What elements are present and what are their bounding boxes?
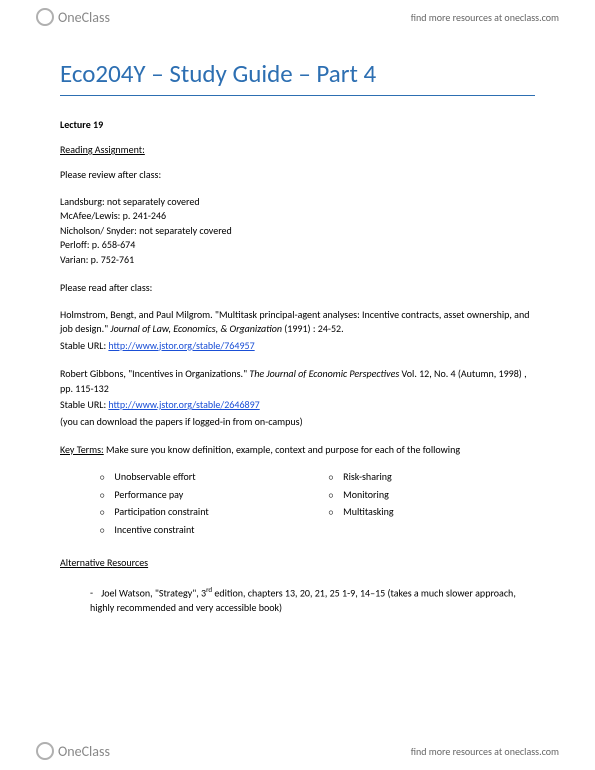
ref2-note: (you can download the papers if logged-i…	[60, 415, 535, 430]
alt-resource-item: -Joel Watson, "Strategy", 3rd edition, c…	[90, 585, 535, 615]
lecture-label: Lecture 19	[60, 118, 535, 131]
stable-url-label: Stable URL:	[60, 398, 108, 411]
keyterm-item: Multitasking	[329, 503, 394, 521]
logo-icon	[36, 742, 54, 760]
read-after-intro: Please read after class:	[60, 281, 535, 296]
footer-tagline: find more resources at oneclass.com	[411, 745, 559, 758]
keyterm-item: Incentive constraint	[100, 521, 209, 539]
logo-bottom: OneClass	[36, 742, 110, 760]
alt-item-a: Joel Watson, "Strategy", 3	[101, 586, 206, 599]
page-footer: OneClass find more resources at oneclass…	[0, 736, 595, 770]
keyterm-item: Unobservable effort	[100, 468, 209, 486]
stable-url-label: Stable URL:	[60, 339, 108, 352]
reference-2: Robert Gibbons, "Incentives in Organizat…	[60, 367, 535, 429]
keyterms-heading: Key Terms: Make sure you know definition…	[60, 443, 535, 456]
keyterm-item: Risk-sharing	[329, 468, 394, 486]
keyterm-item: Performance pay	[100, 486, 209, 504]
ref1-journal: Journal of Law, Economics, & Organizatio…	[110, 322, 282, 335]
alt-resources-list: -Joel Watson, "Strategy", 3rd edition, c…	[60, 585, 535, 615]
keyterm-item: Participation constraint	[100, 503, 209, 521]
logo-text: OneClass	[58, 9, 110, 26]
ref2-link[interactable]: http://www.jstor.org/stable/2646897	[108, 398, 259, 411]
logo-text: OneClass	[58, 743, 110, 760]
keyterms-columns: Unobservable effort Performance pay Part…	[60, 468, 535, 538]
keyterms-label: Key Terms:	[60, 443, 104, 456]
alt-resources-label: Alternative Resources	[60, 556, 535, 571]
reading-line: Landsburg: not separately covered	[60, 195, 535, 210]
reading-line: Perloff: p. 658-674	[60, 238, 535, 253]
ref1-link[interactable]: http://www.jstor.org/stable/764957	[108, 339, 254, 352]
page-header: OneClass find more resources at oneclass…	[0, 0, 595, 30]
review-intro: Please review after class:	[60, 168, 535, 183]
logo-top: OneClass	[36, 8, 110, 26]
keyterms-col1: Unobservable effort Performance pay Part…	[100, 468, 209, 538]
dash-bullet: -	[90, 586, 93, 599]
keyterms-col2: Risk-sharing Monitoring Multitasking	[329, 468, 394, 538]
ref1-text-b: (1991) : 24-52.	[282, 322, 344, 335]
ref2-journal: The Journal of Economic Perspectives	[249, 367, 399, 380]
document-body: Eco204Y – Study Guide – Part 4 Lecture 1…	[0, 30, 595, 615]
reference-1: Holmstrom, Bengt, and Paul Milgrom. "Mul…	[60, 308, 535, 354]
reading-line: McAfee/Lewis: p. 241-246	[60, 209, 535, 224]
reading-assignment-label: Reading Assignment:	[60, 143, 535, 156]
logo-icon	[36, 8, 54, 26]
keyterms-intro-text: Make sure you know definition, example, …	[104, 443, 460, 456]
keyterm-item: Monitoring	[329, 486, 394, 504]
reading-line: Varian: p. 752-761	[60, 253, 535, 268]
reading-line: Nicholson/ Snyder: not separately covere…	[60, 224, 535, 239]
page-title: Eco204Y – Study Guide – Part 4	[60, 58, 535, 96]
readings-list: Landsburg: not separately covered McAfee…	[60, 195, 535, 268]
header-tagline: find more resources at oneclass.com	[411, 11, 559, 24]
ref2-text-a: Robert Gibbons, "Incentives in Organizat…	[60, 367, 249, 380]
